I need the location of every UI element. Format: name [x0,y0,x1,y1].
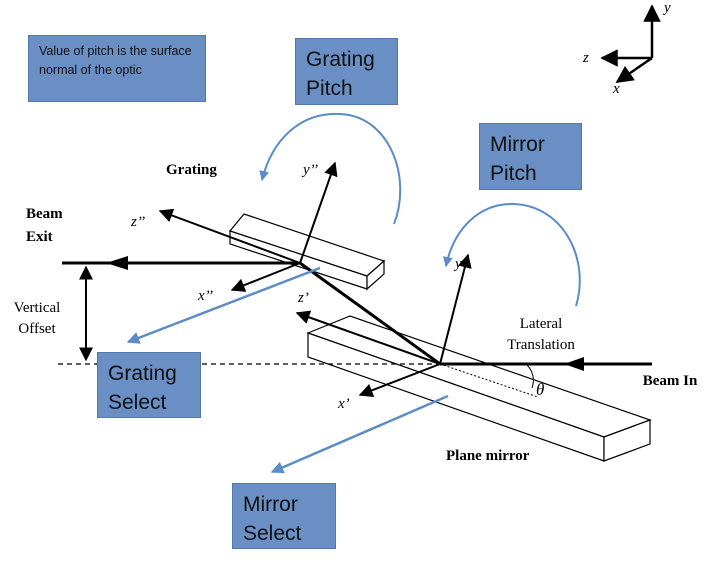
mirror-end-face [603,419,651,462]
reference-axes [600,4,661,84]
beam-in-arrowhead [564,357,584,371]
grating-pitch-box: Grating Pitch [295,38,398,105]
pitch-note-box: Value of pitch is the surface normal of … [28,35,206,102]
mirror-pitch-box: Mirror Pitch [479,123,582,190]
grating-end-face [366,259,385,291]
mirror-top-face [306,315,652,438]
lateral-translation-label: Lateral Translation [496,314,586,356]
grating-y-axis [299,161,338,264]
grating-z-label: z’’ [131,214,146,230]
grating-pitch-arrow [259,112,402,225]
mirror-select-box: Mirror Select [232,483,336,549]
beam-exit-text: Beam Exit [26,206,63,245]
mirror-z-label: z’ [298,290,309,306]
plane-mirror [306,315,652,462]
mirror-select-arrow [270,394,449,474]
beam-path [62,256,652,371]
mirror-y-axis [439,253,472,365]
grating-x-axis [230,262,301,292]
grating-block [228,213,386,291]
beam-exit-arrowhead [106,256,128,270]
plane-mirror-label: Plane mirror [446,448,530,464]
grating-pitch-text: Grating Pitch [306,48,375,100]
vertical-offset-label: Vertical Offset [6,298,68,340]
mirror-select-text: Mirror Select [243,493,302,545]
mirror-pitch-text: Mirror Pitch [490,133,545,185]
lateral-translation-line [439,363,539,398]
beam-mirror-to-grating [299,261,441,366]
beam-in-text: Beam In [642,373,698,389]
grating-y-label: y’’ [303,162,318,178]
grating-x-label: x’’ [198,288,213,304]
mirror-x-axis [358,363,441,397]
lateral-translation-text: Lateral Translation [507,316,575,353]
grating-select-box: Grating Select [97,352,201,418]
pitch-note-text: Value of pitch is the surface normal of … [39,44,192,77]
theta-label: θ [536,380,545,399]
mirror-pitch-arrow [442,202,581,307]
ref-y-label: y [664,0,671,16]
mirror-y-label: y’ [455,256,467,272]
ref-z-label: z [583,50,589,66]
vertical-offset-text: Vertical Offset [13,300,61,337]
mirror-axes [295,253,472,397]
beam-in-label: Beam In [642,371,698,392]
grating-z-axis [158,208,301,264]
beam-exit-label: Beam Exit [26,203,86,249]
mirror-x-label: x’ [338,396,350,412]
grating-select-text: Grating Select [108,362,177,414]
grating-label: Grating [166,162,217,178]
theta-arc [525,363,534,389]
ref-x-label: x [613,81,620,97]
ref-x-axis [615,56,653,84]
grating-select-arrow [126,266,321,344]
mirror-z-axis [295,310,441,365]
grating-axes [158,161,338,292]
